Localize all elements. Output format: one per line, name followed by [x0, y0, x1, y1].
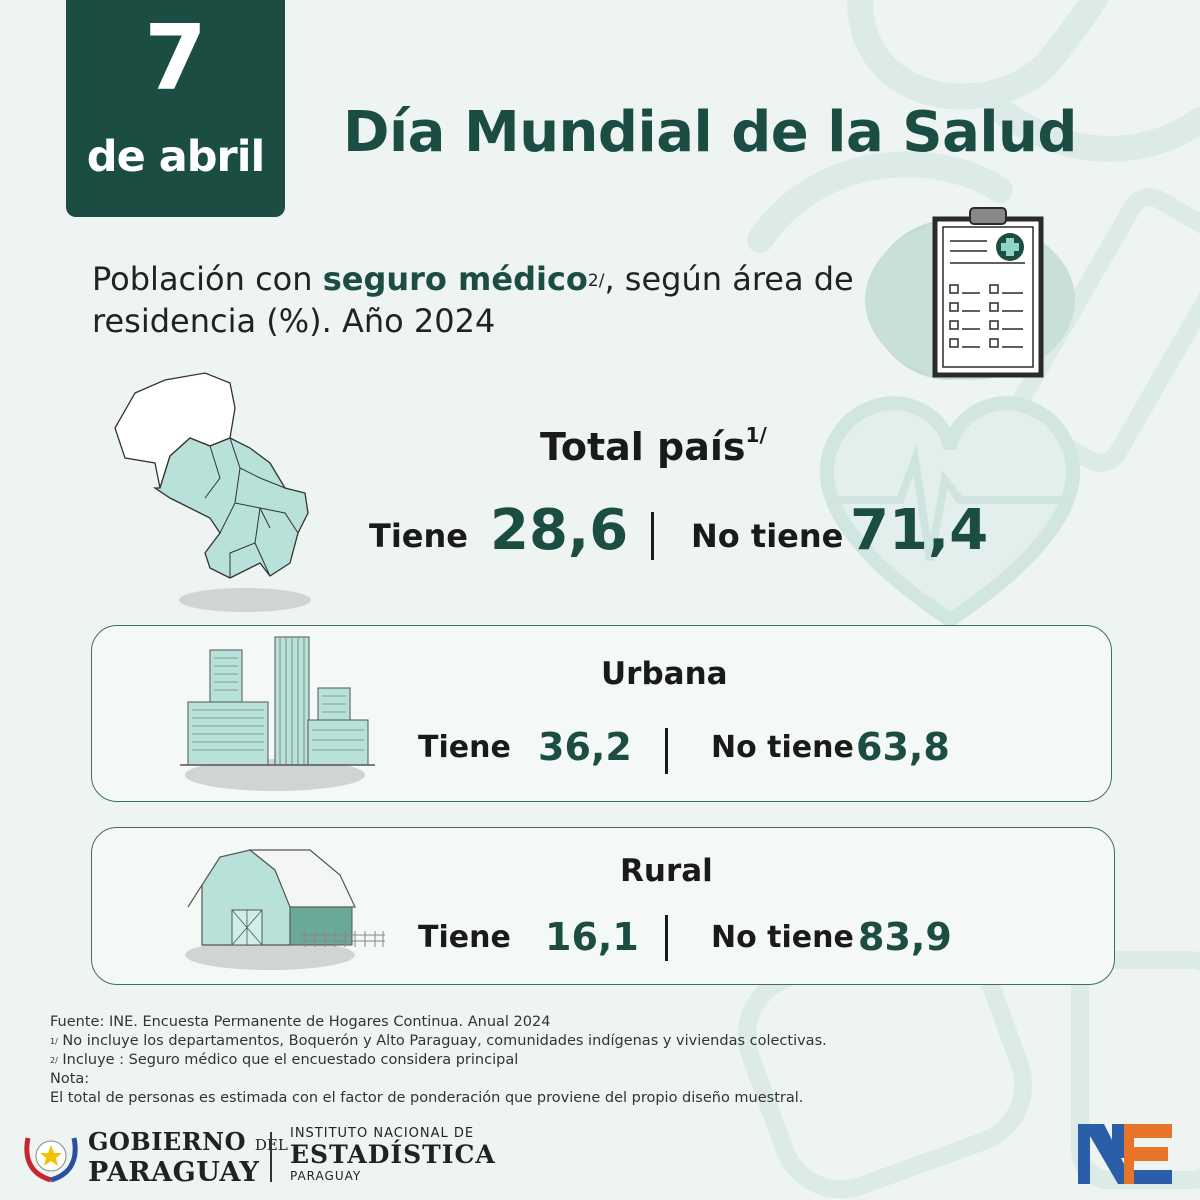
total-separator — [651, 512, 654, 560]
urbana-separator — [665, 728, 668, 774]
total-title-text: Total país — [540, 425, 746, 469]
total-tiene-label: Tiene — [369, 517, 468, 555]
urbana-tiene-value: 36,2 — [538, 725, 632, 769]
urbana-title: Urbana — [601, 656, 728, 692]
footnote-1: 1/ No incluye los departamentos, Boqueró… — [50, 1032, 1050, 1051]
gobierno-line1: GOBIERNO — [88, 1127, 246, 1156]
nota-label: Nota: — [50, 1071, 90, 1087]
subtitle-part2: , según área de residencia (%). Año 2024 — [92, 260, 854, 340]
footnote-1-text: No incluye los departamentos, Boquerón y… — [57, 1033, 827, 1049]
ine-text-logo: INSTITUTO NACIONAL DE ESTADÍSTICA PARAGU… — [290, 1126, 496, 1183]
date-day: 7 — [144, 6, 207, 111]
logo-divider — [270, 1132, 272, 1182]
footnotes: Fuente: INE. Encuesta Permanente de Hoga… — [50, 1013, 1050, 1108]
barn-icon — [185, 849, 385, 970]
rural-title: Rural — [620, 853, 713, 889]
paraguay-map-icon — [114, 372, 311, 612]
total-no-tiene-value: 71,4 — [850, 498, 989, 563]
rural-no-tiene-label: No tiene — [711, 920, 854, 955]
ine-line1: INSTITUTO NACIONAL DE — [290, 1126, 475, 1141]
gobierno-line2: PARAGUAY — [88, 1157, 260, 1188]
subtitle-part1: Población con — [92, 260, 323, 298]
nota-text: El total de personas es estimada con el … — [50, 1090, 804, 1106]
subtitle-highlight: seguro médico — [322, 260, 588, 298]
footnote-2: 2/ Incluye : Seguro médico que el encues… — [50, 1051, 1050, 1070]
paraguay-seal-icon — [24, 1137, 78, 1183]
heart-pulse-icon — [820, 396, 1080, 629]
footnote-1-mark: 1/ — [50, 1037, 58, 1046]
ine-logo-icon — [1078, 1124, 1172, 1184]
total-no-tiene-label: No tiene — [691, 517, 844, 555]
gobierno-logo: GOBIERNO DEL PARAGUAY — [88, 1128, 288, 1186]
subtitle: Población con seguro médico2/, según áre… — [92, 258, 872, 342]
page-title: Día Mundial de la Salud — [343, 100, 1078, 165]
rural-separator — [665, 915, 668, 961]
city-buildings-icon — [180, 636, 375, 791]
date-box: 7 de abril — [66, 0, 285, 217]
ine-line3: PARAGUAY — [290, 1169, 362, 1183]
urbana-no-tiene-label: No tiene — [711, 730, 854, 765]
footnote-2-mark: 2/ — [50, 1056, 58, 1065]
stethoscope-icon — [847, 0, 1110, 110]
total-note-mark: 1/ — [745, 423, 767, 447]
source-note: Fuente: INE. Encuesta Permanente de Hoga… — [50, 1014, 551, 1030]
rural-tiene-value: 16,1 — [545, 915, 639, 959]
urbana-tiene-label: Tiene — [418, 730, 511, 765]
rural-tiene-label: Tiene — [418, 920, 511, 955]
footnote-2-text: Incluye : Seguro médico que el encuestad… — [57, 1052, 519, 1068]
total-tiene-value: 28,6 — [490, 498, 629, 563]
rural-no-tiene-value: 83,9 — [858, 915, 952, 959]
urbana-no-tiene-value: 63,8 — [856, 725, 950, 769]
total-title: Total país1/ — [540, 423, 767, 469]
clipboard-icon — [932, 207, 1044, 378]
subtitle-note-mark: 2/ — [587, 271, 605, 291]
ine-line2: ESTADÍSTICA — [290, 1140, 496, 1169]
date-month: de abril — [86, 132, 265, 182]
